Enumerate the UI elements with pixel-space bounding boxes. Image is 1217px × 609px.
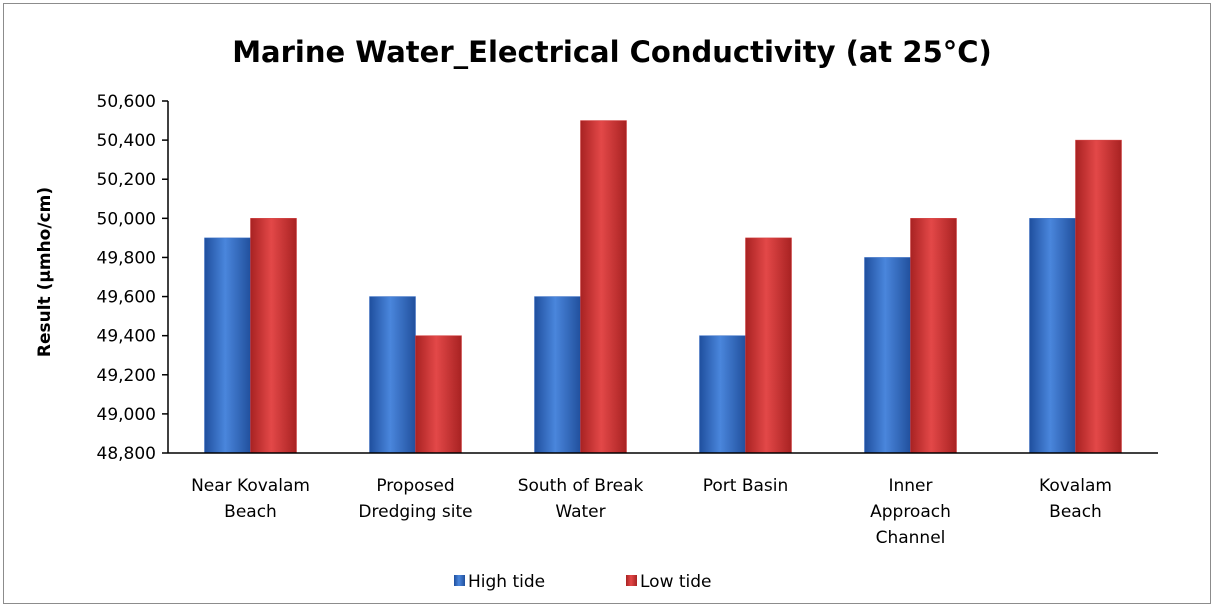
bars	[204, 120, 1122, 454]
y-tick-label: 49,600	[97, 288, 156, 308]
x-category-label: Channel	[876, 528, 946, 548]
y-tick-label: 50,600	[97, 92, 156, 112]
y-tick-label: 49,200	[97, 366, 156, 386]
bar-low-tide	[745, 237, 792, 454]
x-category-label: Kovalam	[1039, 476, 1112, 496]
legend-swatch-high-tide	[454, 575, 465, 586]
x-category-label: South of Break	[518, 476, 644, 496]
x-category-label: Port Basin	[703, 476, 789, 496]
x-axis-categories: Near Kovalam Beach Proposed Dredging site So…	[191, 476, 1112, 548]
x-category-label: Near Kovalam	[191, 476, 310, 496]
x-category-label: Beach	[1049, 502, 1102, 522]
y-tick-label: 50,200	[97, 170, 156, 190]
bar-high-tide	[204, 237, 251, 454]
y-tick-label: 48,800	[97, 444, 156, 464]
x-category-label: Proposed	[376, 476, 454, 496]
legend-label-high-tide: High tide	[468, 572, 545, 592]
y-tick-label: 50,000	[97, 209, 156, 229]
bar-high-tide	[699, 335, 746, 454]
legend: High tide Low tide	[454, 572, 712, 592]
y-axis-label: Result (µmho/cm)	[35, 187, 55, 357]
x-category-label: Dredging site	[358, 502, 472, 522]
legend-swatch-low-tide	[626, 575, 637, 586]
y-tick-label: 49,800	[97, 248, 156, 268]
bar-low-tide	[910, 218, 957, 454]
bar-low-tide	[1075, 139, 1122, 454]
bar-low-tide	[250, 218, 297, 454]
bar-low-tide	[580, 120, 627, 454]
y-axis-ticks: 48,800 49,000 49,200 49,400 49,600 49,800 50,0…	[97, 92, 168, 464]
y-tick-label: 50,400	[97, 131, 156, 151]
chart-title: Marine Water_Electrical Conductivity (at…	[232, 35, 992, 69]
x-category-label: Inner	[888, 476, 932, 496]
bar-high-tide	[864, 257, 911, 454]
y-tick-label: 49,400	[97, 327, 156, 347]
chart-frame: Marine Water_Electrical Conductivity (at…	[3, 3, 1211, 604]
bar-high-tide	[369, 296, 416, 454]
bar-high-tide	[534, 296, 581, 454]
bar-high-tide	[1029, 218, 1076, 454]
legend-label-low-tide: Low tide	[640, 572, 712, 592]
bar-low-tide	[415, 335, 462, 454]
x-category-label: Approach	[870, 502, 951, 522]
y-tick-label: 49,000	[97, 405, 156, 425]
bar-chart: Marine Water_Electrical Conductivity (at…	[35, 35, 1158, 592]
x-category-label: Beach	[224, 502, 277, 522]
x-category-label: Water	[555, 502, 605, 522]
